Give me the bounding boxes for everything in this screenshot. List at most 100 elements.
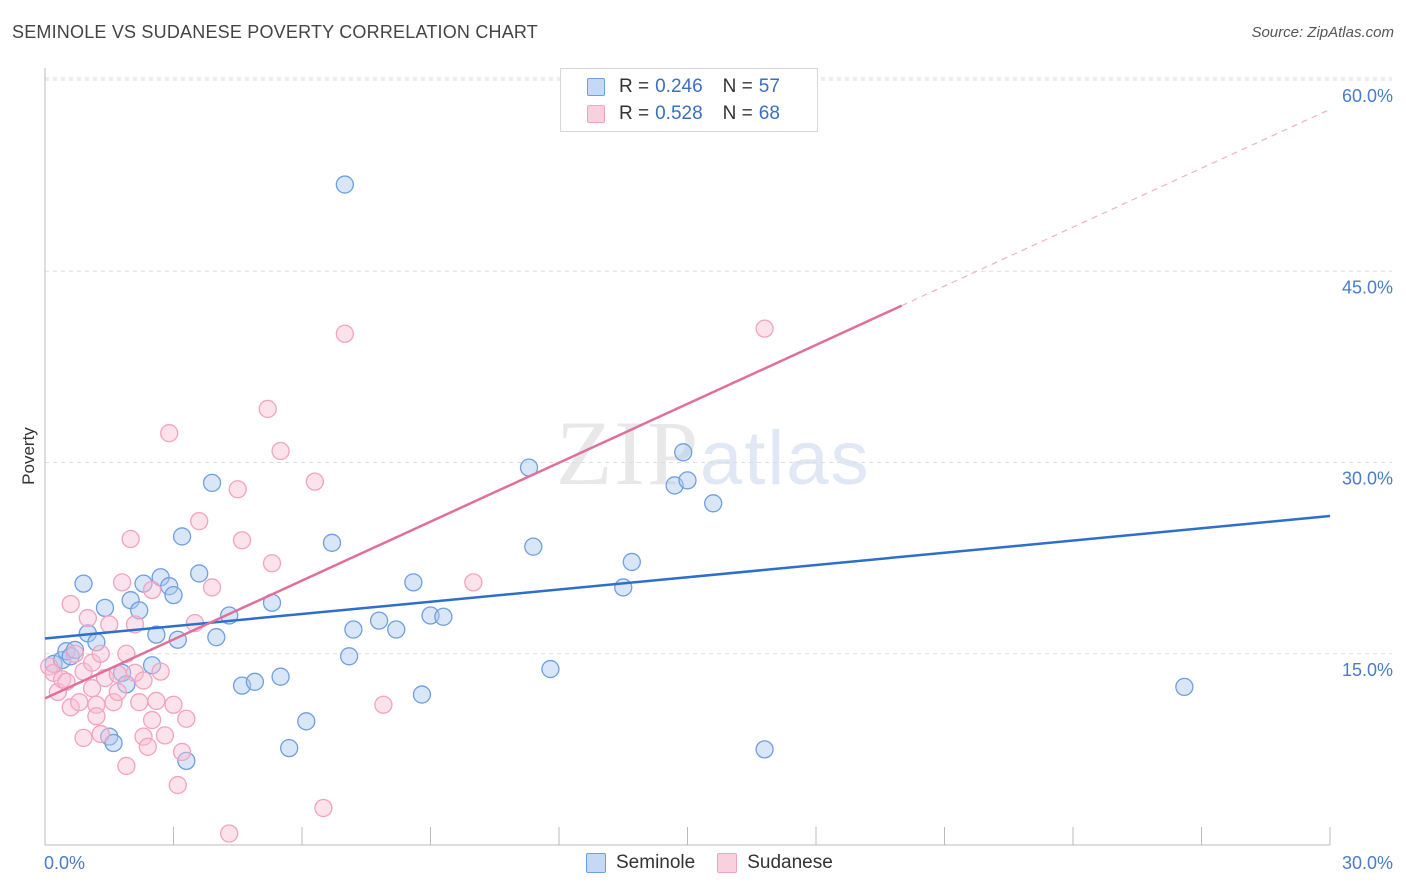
point-sudanese-8 <box>70 693 89 712</box>
grid-lines <box>45 77 1392 655</box>
point-sudanese-31 <box>134 671 153 690</box>
point-sudanese-39 <box>164 695 183 714</box>
point-seminole-8 <box>95 598 115 617</box>
chart-title: SEMINOLE VS SUDANESE POVERTY CORRELATION… <box>12 22 538 42</box>
seminole-r-label: R = <box>619 76 650 97</box>
point-seminole-34 <box>322 533 342 552</box>
y-tick-label-1: 30.0% <box>1342 469 1393 489</box>
point-sudanese-7 <box>65 644 85 663</box>
point-sudanese-34 <box>142 710 162 730</box>
point-sudanese-19 <box>100 615 119 634</box>
point-sudanese-46 <box>220 824 239 843</box>
point-sudanese-37 <box>155 726 175 745</box>
point-seminole-43 <box>434 607 453 626</box>
stats-legend: R = 0.246 N = 57 R = 0.528 N = 68 <box>560 68 818 132</box>
point-sudanese-57 <box>755 319 774 338</box>
point-seminole-23 <box>177 751 196 770</box>
point-seminole-45 <box>524 537 543 556</box>
source-credit: Source: ZipAtlas.com <box>1251 24 1394 41</box>
seminole-swatch <box>587 78 605 96</box>
point-sudanese-48 <box>232 531 252 550</box>
point-sudanese-38 <box>160 424 179 443</box>
point-sudanese-52 <box>305 472 325 491</box>
legend-seminole-swatch <box>586 853 606 873</box>
point-seminole-54 <box>1175 677 1194 697</box>
point-seminole-19 <box>160 577 179 596</box>
point-seminole-32 <box>279 738 299 758</box>
point-sudanese-26 <box>121 529 140 549</box>
point-sudanese-54 <box>335 324 354 343</box>
point-seminole-36 <box>339 647 359 666</box>
point-sudanese-15 <box>87 707 106 726</box>
point-seminole-33 <box>297 712 316 731</box>
legend-item-seminole: Seminole <box>586 852 695 874</box>
point-sudanese-55 <box>374 695 393 714</box>
seminole-n-value: 57 <box>758 76 780 97</box>
point-seminole-20 <box>164 585 183 605</box>
point-seminole-39 <box>387 620 406 639</box>
y-tick-label-2: 45.0% <box>1342 277 1393 297</box>
point-seminole-29 <box>245 672 265 691</box>
trend-line-sudanese-extension <box>901 108 1331 307</box>
trend-lines <box>44 108 1331 700</box>
point-sudanese-17 <box>91 644 110 663</box>
point-sudanese-10 <box>74 728 93 748</box>
point-sudanese-35 <box>147 691 166 711</box>
legend-item-sudanese: Sudanese <box>717 852 833 874</box>
point-seminole-46 <box>541 659 560 679</box>
point-seminole-48 <box>622 552 641 572</box>
point-sudanese-56 <box>464 573 483 592</box>
point-seminole-52 <box>704 494 723 513</box>
point-seminole-31 <box>271 667 290 686</box>
point-seminole-5 <box>74 574 93 593</box>
y-tick-label-3: 60.0% <box>1342 86 1393 106</box>
point-sudanese-47 <box>228 480 247 499</box>
point-seminole-25 <box>202 473 222 493</box>
point-sudanese-41 <box>172 742 192 762</box>
watermark-atlas: atlas <box>700 416 871 501</box>
point-sudanese-50 <box>262 554 282 573</box>
point-sudanese-51 <box>271 441 290 461</box>
x-tick-label-1: 30.0% <box>1342 853 1393 873</box>
point-sudanese-53 <box>314 798 333 818</box>
seminole-r-value: 0.246 <box>655 76 703 97</box>
point-sudanese-29 <box>130 693 149 712</box>
legend-row-seminole: R = 0.246 N = 57 <box>587 74 780 100</box>
trend-line-seminole <box>44 514 1331 640</box>
point-seminole-10 <box>104 733 123 753</box>
series-seminole-points <box>44 175 1194 770</box>
point-seminole-40 <box>404 573 423 592</box>
series-sudanese-points <box>40 319 774 843</box>
axes <box>44 68 1331 846</box>
legend-seminole-label: Seminole <box>616 852 696 873</box>
point-seminole-51 <box>678 471 697 490</box>
point-sudanese-20 <box>104 693 123 712</box>
y-tick-label-0: 15.0% <box>1342 660 1393 680</box>
point-sudanese-24 <box>117 756 136 776</box>
point-sudanese-36 <box>151 662 170 681</box>
point-seminole-26 <box>207 628 226 647</box>
sudanese-n-label: N = <box>722 103 753 124</box>
point-seminole-47 <box>614 578 633 597</box>
seminole-n-label: N = <box>722 76 753 97</box>
point-sudanese-16 <box>91 724 110 744</box>
point-sudanese-22 <box>108 682 127 702</box>
point-sudanese-11 <box>78 608 97 628</box>
point-seminole-38 <box>369 611 389 630</box>
sudanese-r-label: R = <box>619 103 650 124</box>
legend-sudanese-label: Sudanese <box>747 852 833 873</box>
point-seminole-24 <box>190 564 209 583</box>
point-seminole-14 <box>130 601 149 620</box>
point-sudanese-32 <box>138 737 157 756</box>
y-axis-title: Poverty <box>19 427 38 485</box>
series-legend: Seminole Sudanese <box>586 852 855 874</box>
point-sudanese-33 <box>142 580 162 600</box>
point-sudanese-42 <box>177 709 196 728</box>
point-sudanese-30 <box>134 727 153 746</box>
point-sudanese-45 <box>202 578 222 597</box>
point-sudanese-6 <box>61 594 80 614</box>
point-seminole-41 <box>412 685 432 704</box>
sudanese-r-value: 0.528 <box>655 103 703 124</box>
point-sudanese-40 <box>168 775 187 795</box>
